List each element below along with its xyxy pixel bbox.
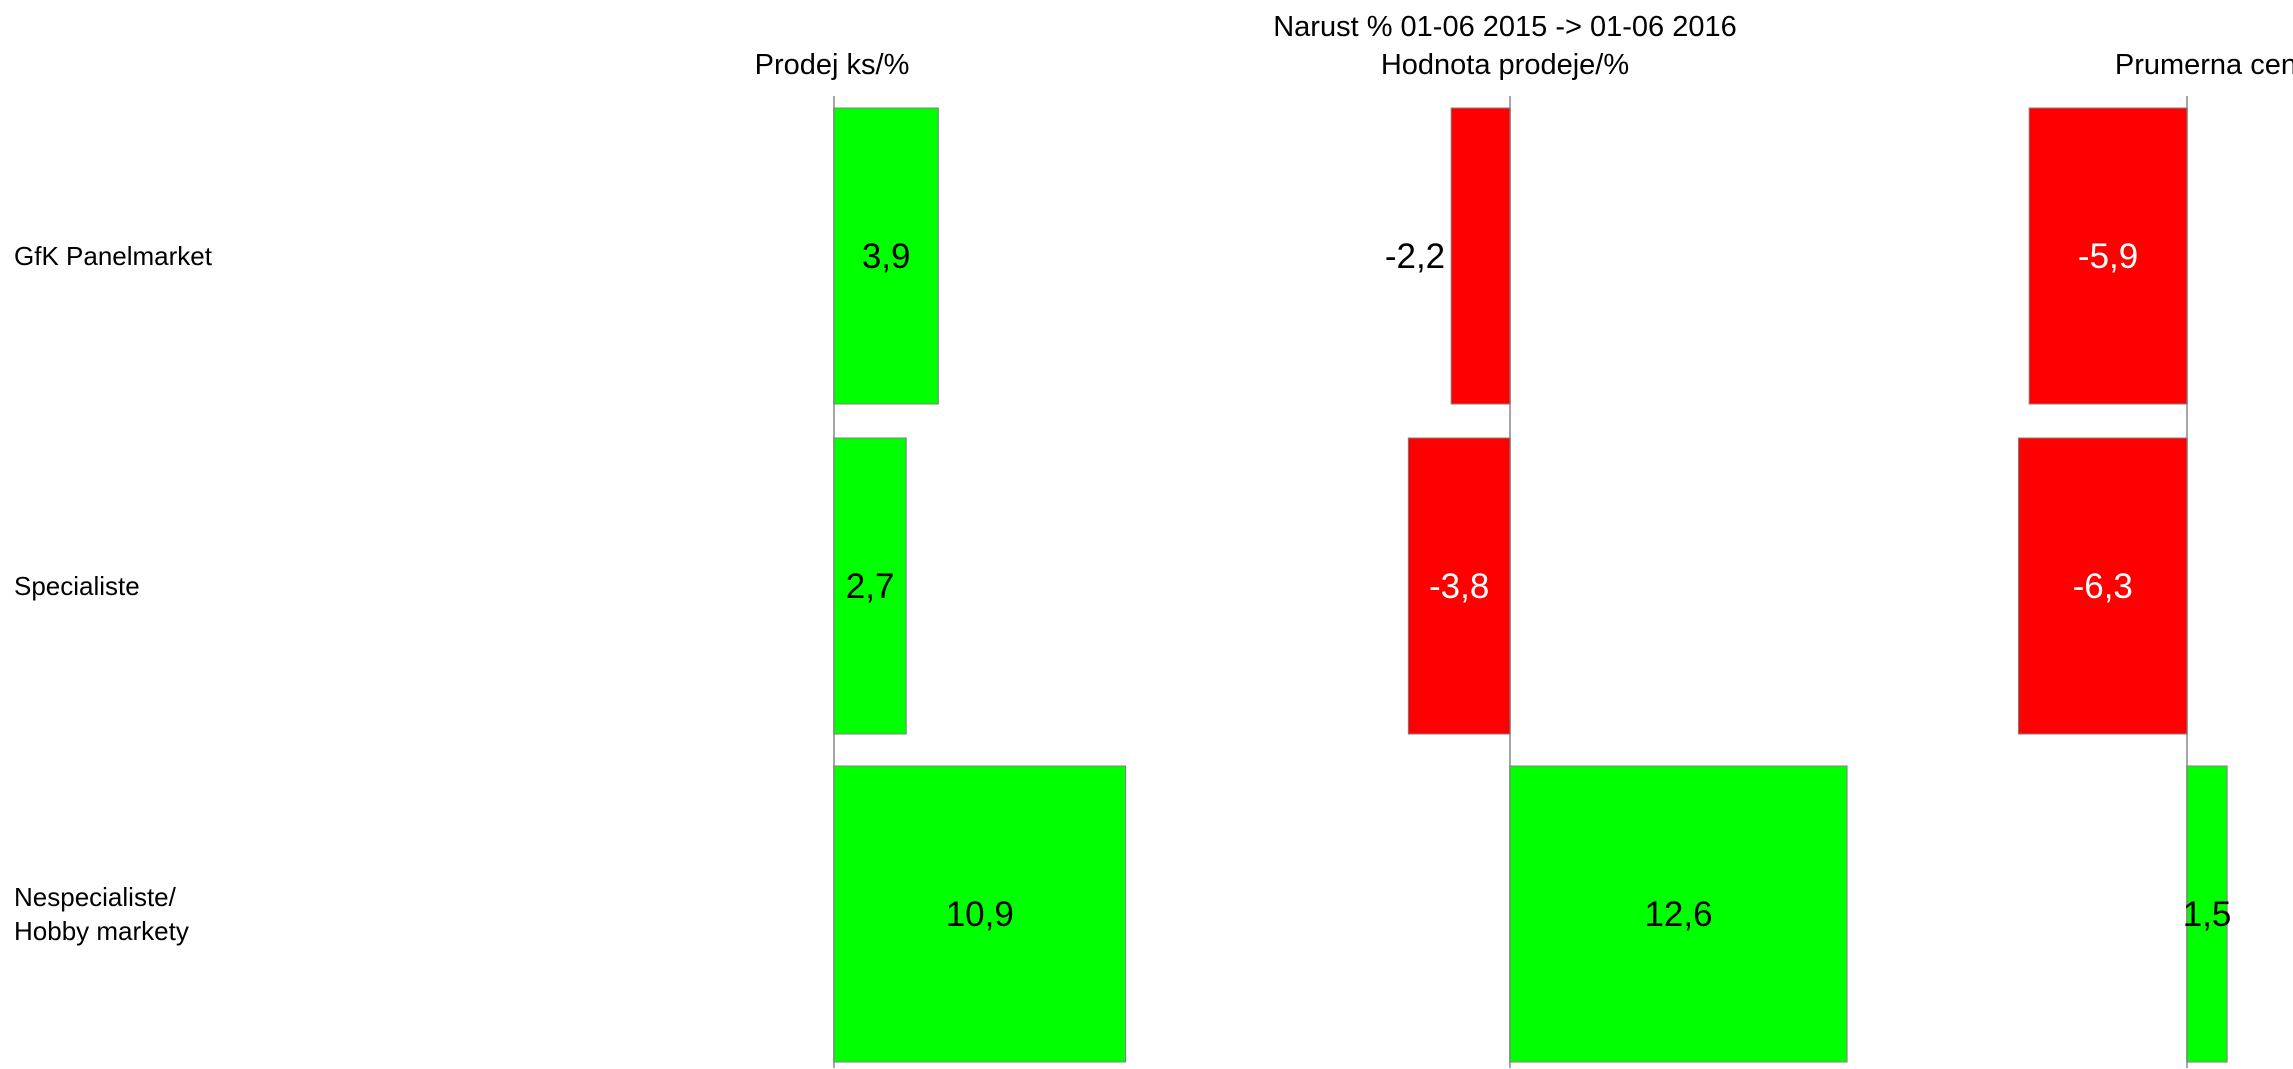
category-labels: GfK Panelmarket Specialiste Nespecialiste/…	[14, 241, 213, 946]
column-header-3: Prumerna cena	[2115, 49, 2293, 81]
bar	[2028, 107, 2188, 405]
column-headers: Prodej ks/% Hodnota prodeje/% Prumerna cen…	[755, 49, 2293, 81]
bar	[1509, 765, 1848, 1063]
category-label: Hobby markety	[14, 916, 189, 946]
data-label: -5,9	[2078, 237, 2138, 276]
panel-2: -2,2 -3,8 12,6	[1385, 96, 1848, 1068]
data-label: -2,2	[1385, 237, 1445, 276]
bar	[1450, 107, 1511, 405]
data-label: 12,6	[1644, 895, 1712, 934]
column-header-2: Hodnota prodeje/%	[1381, 49, 1629, 81]
data-label: 2,7	[846, 567, 895, 606]
bar	[833, 765, 1127, 1063]
bar	[1407, 437, 1511, 735]
chart-panels: 3,9 2,7 10,9 -2,2 -3,8 12,6 -5,9 -6,3 1,5	[833, 96, 2232, 1068]
data-label: 10,9	[946, 895, 1014, 934]
data-label: 1,5	[2183, 895, 2232, 934]
category-label: Nespecialiste/	[14, 882, 177, 912]
bar	[2017, 437, 2188, 735]
panel-3: -5,9 -6,3 1,5	[2017, 96, 2232, 1068]
bar	[2186, 765, 2228, 1063]
chart-title: Narust % 01-06 2015 -> 01-06 2016	[1273, 11, 1737, 43]
data-label: -3,8	[1429, 567, 1489, 606]
panel-1: 3,9 2,7 10,9	[833, 96, 1127, 1068]
category-label: Specialiste	[14, 571, 140, 601]
bar	[833, 437, 907, 735]
data-label: 3,9	[862, 237, 911, 276]
column-header-1: Prodej ks/%	[755, 49, 910, 81]
data-label: -6,3	[2073, 567, 2133, 606]
bar	[833, 107, 939, 405]
category-label: GfK Panelmarket	[14, 241, 213, 271]
